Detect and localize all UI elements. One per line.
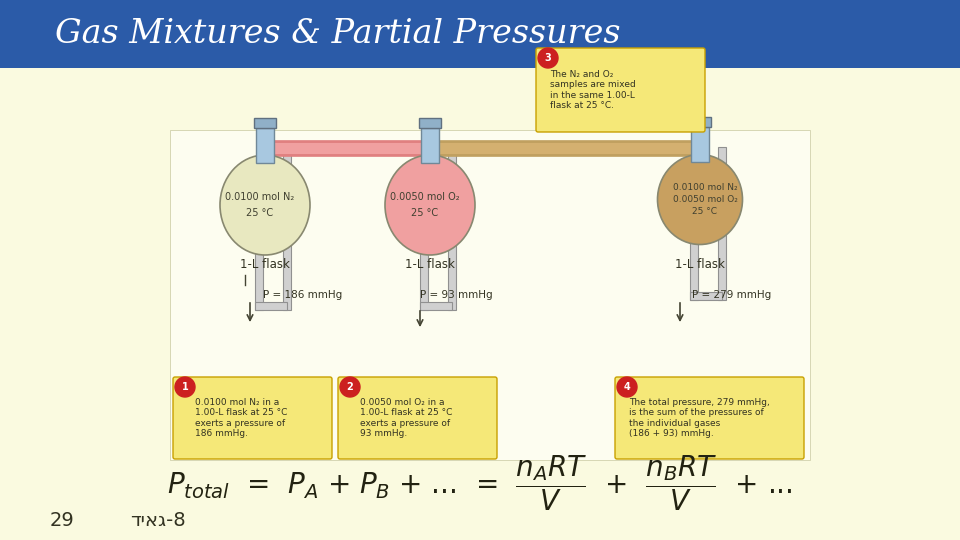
Text: 25 °C: 25 °C — [412, 208, 439, 218]
Bar — [689, 117, 711, 127]
FancyBboxPatch shape — [536, 48, 705, 132]
Circle shape — [617, 377, 637, 397]
Text: 25 °C: 25 °C — [692, 207, 717, 216]
Text: The total pressure, 279 mmHg,
is the sum of the pressures of
the individual gase: The total pressure, 279 mmHg, is the sum… — [629, 398, 770, 438]
Text: 2: 2 — [347, 382, 353, 392]
Bar — [170, 130, 810, 460]
Bar — [283, 148, 291, 310]
Text: 0.0050 mol O₂: 0.0050 mol O₂ — [390, 192, 460, 202]
Text: 25 °C: 25 °C — [247, 208, 274, 218]
Text: 1-L flask: 1-L flask — [405, 259, 455, 272]
Text: 1-L flask: 1-L flask — [675, 259, 725, 272]
Text: 1-L flask: 1-L flask — [240, 259, 290, 272]
Text: 0.0050 mol O₂ in a
1.00-L flask at 25 °C
exerts a pressure of
93 mmHg.: 0.0050 mol O₂ in a 1.00-L flask at 25 °C… — [360, 398, 452, 438]
Text: Gas Mixtures & Partial Pressures: Gas Mixtures & Partial Pressures — [55, 18, 620, 50]
FancyBboxPatch shape — [173, 377, 332, 459]
Text: דיאג-8: דיאג-8 — [130, 510, 185, 530]
Bar — [420, 163, 428, 310]
Ellipse shape — [220, 155, 310, 255]
Text: 0.0100 mol N₂: 0.0100 mol N₂ — [226, 192, 295, 202]
Text: The N₂ and O₂
samples are mixed
in the same 1.00-L
flask at 25 °C.: The N₂ and O₂ samples are mixed in the s… — [550, 70, 636, 110]
Bar — [420, 302, 452, 310]
Bar — [448, 148, 456, 310]
Ellipse shape — [385, 155, 475, 255]
Circle shape — [538, 48, 558, 68]
Text: 0.0050 mol O₂: 0.0050 mol O₂ — [673, 195, 737, 204]
Bar — [718, 147, 726, 300]
Circle shape — [175, 377, 195, 397]
Bar — [419, 118, 441, 128]
Bar — [690, 292, 722, 300]
Bar — [690, 161, 698, 300]
Text: P = 279 mmHg: P = 279 mmHg — [692, 290, 771, 300]
Bar — [0, 0, 960, 68]
Text: 1: 1 — [181, 382, 188, 392]
Text: 0.0100 mol N₂: 0.0100 mol N₂ — [673, 183, 737, 192]
FancyBboxPatch shape — [338, 377, 497, 459]
Bar — [691, 127, 709, 161]
Text: 3: 3 — [544, 53, 551, 63]
Text: 29: 29 — [50, 510, 75, 530]
Bar — [254, 118, 276, 128]
Ellipse shape — [658, 154, 742, 245]
Text: 4: 4 — [624, 382, 631, 392]
Text: P = 93 mmHg: P = 93 mmHg — [420, 290, 492, 300]
FancyBboxPatch shape — [615, 377, 804, 459]
Bar — [421, 128, 439, 163]
Circle shape — [340, 377, 360, 397]
Bar — [256, 128, 274, 163]
Bar — [255, 163, 263, 310]
Bar — [255, 302, 287, 310]
Text: 0.0100 mol N₂ in a
1.00-L flask at 25 °C
exerts a pressure of
186 mmHg.: 0.0100 mol N₂ in a 1.00-L flask at 25 °C… — [195, 398, 287, 438]
Text: P = 186 mmHg: P = 186 mmHg — [263, 290, 343, 300]
Text: $P_{total}$  =  $P_A$ + $P_B$ + ...  =  $\dfrac{n_A RT}{V}$  +  $\dfrac{n_B RT}{: $P_{total}$ = $P_A$ + $P_B$ + ... = $\df… — [167, 453, 793, 513]
